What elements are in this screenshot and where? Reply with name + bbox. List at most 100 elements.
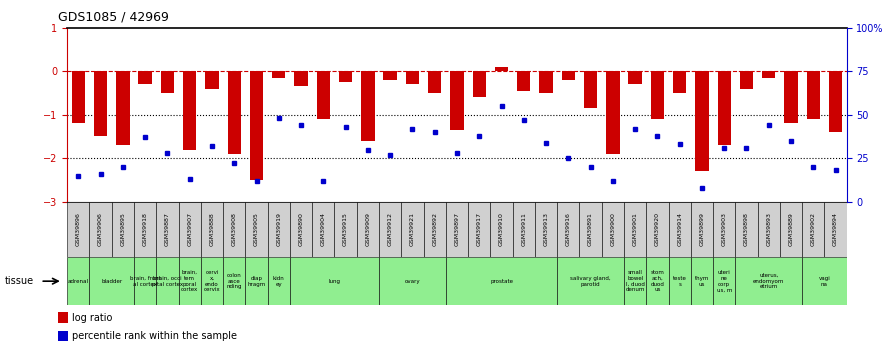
Bar (780, 202, 802, 257)
Bar (736, 257, 802, 305)
Text: small
bowel
l, duod
denum: small bowel l, duod denum (625, 270, 645, 292)
Bar (134, 257, 156, 305)
Text: vagi
na: vagi na (819, 276, 831, 287)
Bar (67, 257, 90, 305)
Bar (602, 202, 624, 257)
Text: GSM39916: GSM39916 (565, 213, 571, 246)
Bar (673, 71, 686, 93)
Text: cervi
x,
endo
cervix: cervi x, endo cervix (203, 270, 220, 292)
Text: uteri
ne
corp
us, m: uteri ne corp us, m (717, 270, 732, 292)
Bar (472, 71, 486, 97)
Bar (824, 202, 847, 257)
Bar (339, 71, 352, 82)
Text: kidn
ey: kidn ey (273, 276, 285, 287)
Text: GSM39917: GSM39917 (477, 213, 482, 246)
Text: GSM39897: GSM39897 (454, 213, 460, 246)
Text: GSM39887: GSM39887 (165, 213, 170, 246)
Text: GSM39913: GSM39913 (544, 213, 548, 246)
Bar (784, 71, 797, 124)
Bar (379, 257, 446, 305)
Bar (802, 202, 824, 257)
Bar (112, 202, 134, 257)
Bar (406, 71, 419, 84)
Bar (740, 71, 754, 89)
Text: GSM39896: GSM39896 (76, 213, 81, 246)
Bar (562, 71, 575, 80)
Bar (67, 202, 90, 257)
Text: GSM39895: GSM39895 (120, 213, 125, 246)
Text: GSM39900: GSM39900 (610, 213, 616, 246)
Text: brain, front
al cortex: brain, front al cortex (130, 276, 160, 287)
Bar (139, 71, 151, 84)
Bar (160, 71, 174, 93)
Bar (607, 71, 619, 154)
Bar (58, 312, 68, 323)
Text: tissue: tissue (4, 276, 34, 286)
Bar (829, 71, 842, 132)
Text: stom
ach,
duod
us: stom ach, duod us (650, 270, 664, 292)
Bar (272, 71, 286, 78)
Bar (668, 257, 691, 305)
Text: GSM39910: GSM39910 (499, 213, 504, 246)
Text: GSM39891: GSM39891 (588, 213, 593, 246)
Text: GSM39889: GSM39889 (788, 213, 794, 246)
Bar (802, 257, 847, 305)
Bar (517, 71, 530, 91)
Text: GSM39894: GSM39894 (833, 213, 838, 246)
Bar (201, 257, 223, 305)
Text: ovary: ovary (405, 279, 420, 284)
Bar (223, 257, 246, 305)
Bar (223, 202, 246, 257)
Bar (691, 202, 713, 257)
Bar (295, 71, 307, 86)
Bar (90, 202, 112, 257)
Bar (246, 202, 268, 257)
Text: GSM39888: GSM39888 (210, 213, 214, 246)
Text: brain,
tem
poral
cortex: brain, tem poral cortex (181, 270, 198, 292)
Text: uterus,
endomyom
etrium: uterus, endomyom etrium (753, 273, 785, 289)
Bar (539, 71, 553, 93)
Bar (312, 202, 334, 257)
Bar (268, 257, 290, 305)
Bar (668, 202, 691, 257)
Bar (646, 202, 668, 257)
Bar (72, 71, 85, 124)
Text: bladder: bladder (101, 279, 123, 284)
Bar (201, 202, 223, 257)
Bar (290, 202, 312, 257)
Text: log ratio: log ratio (72, 313, 112, 323)
Bar (334, 202, 357, 257)
Bar (806, 71, 820, 119)
Text: prostate: prostate (490, 279, 513, 284)
Text: GSM39898: GSM39898 (744, 213, 749, 246)
Text: GSM39920: GSM39920 (655, 213, 660, 246)
Bar (183, 71, 196, 150)
Bar (361, 71, 375, 141)
Text: GSM39918: GSM39918 (142, 213, 148, 246)
Bar (446, 202, 468, 257)
Text: colon
asce
nding: colon asce nding (227, 273, 242, 289)
Text: thym
us: thym us (694, 276, 709, 287)
Text: diap
hragm: diap hragm (247, 276, 265, 287)
Bar (134, 202, 156, 257)
Bar (228, 71, 241, 154)
Bar (446, 257, 557, 305)
Bar (513, 202, 535, 257)
Bar (718, 71, 731, 145)
Text: brain, occi
pital cortex: brain, occi pital cortex (151, 276, 183, 287)
Bar (178, 257, 201, 305)
Text: GSM39907: GSM39907 (187, 213, 193, 246)
Bar (713, 202, 736, 257)
Bar (250, 71, 263, 180)
Bar (90, 257, 134, 305)
Text: lung: lung (329, 279, 340, 284)
Bar (290, 257, 379, 305)
Bar (268, 202, 290, 257)
Text: GSM39919: GSM39919 (276, 213, 281, 246)
Text: GSM39912: GSM39912 (388, 213, 392, 246)
Text: GSM39902: GSM39902 (811, 213, 816, 246)
Bar (557, 202, 580, 257)
Bar (379, 202, 401, 257)
Text: GSM39909: GSM39909 (366, 213, 370, 246)
Bar (646, 257, 668, 305)
